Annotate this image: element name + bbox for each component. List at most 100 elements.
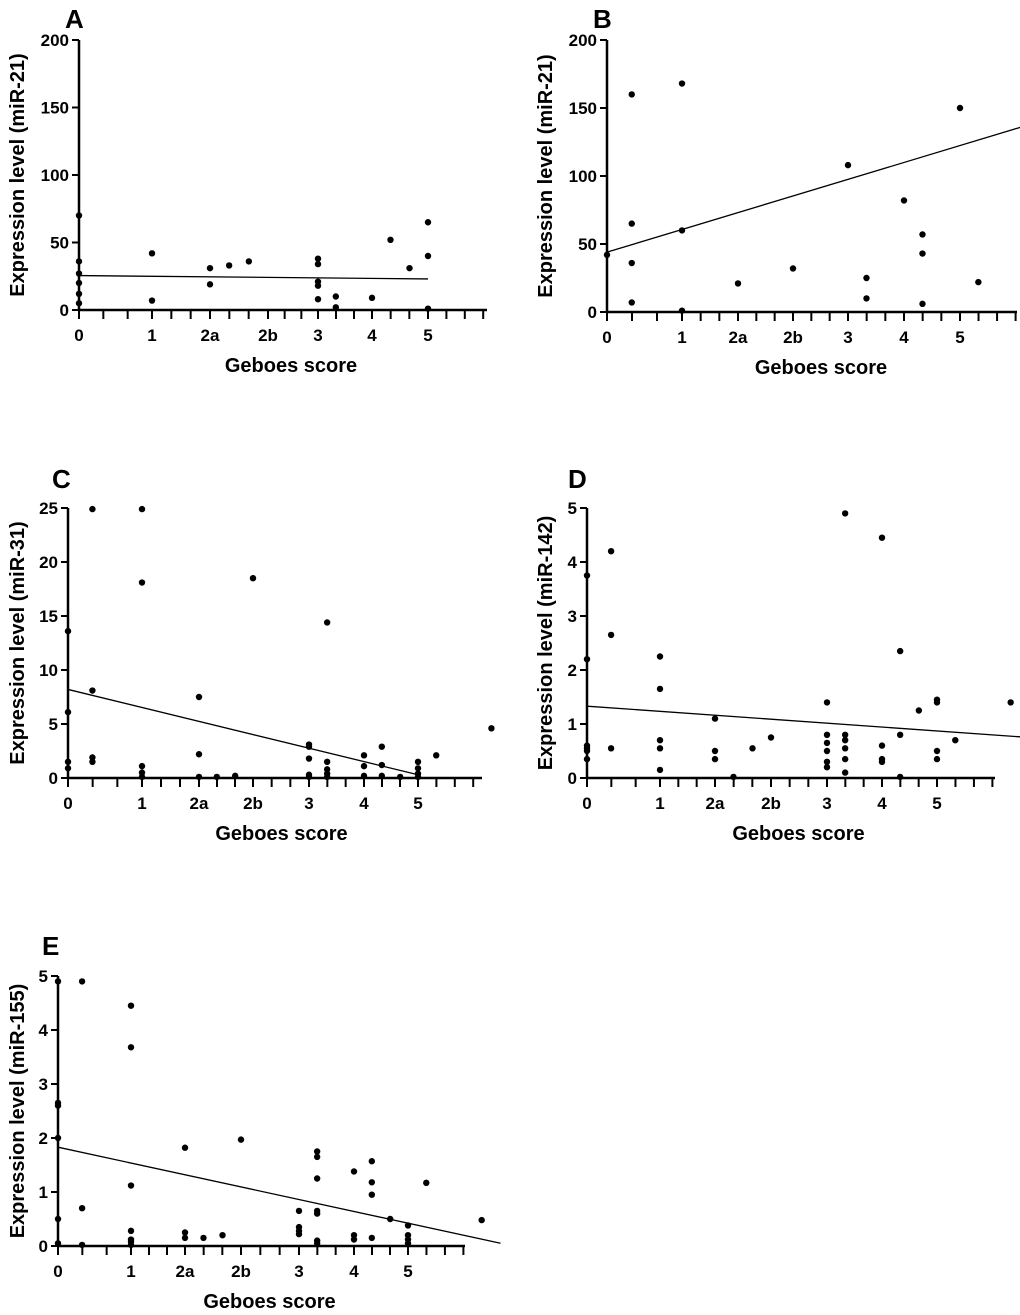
data-point <box>823 747 831 755</box>
data-point <box>387 236 394 243</box>
data-point <box>919 231 926 238</box>
data-point <box>583 747 591 755</box>
data-point <box>360 772 368 780</box>
y-tick-label: 100 <box>569 167 597 186</box>
x-tick-label: 2b <box>783 328 803 347</box>
data-point <box>332 304 340 311</box>
data-point <box>368 1191 376 1198</box>
data-point <box>332 293 340 300</box>
data-point <box>896 731 904 738</box>
data-point <box>678 80 686 87</box>
data-point <box>64 765 72 772</box>
x-axis-title: Geboes score <box>203 1291 335 1313</box>
data-point <box>245 258 253 265</box>
x-axis-title: Geboes score <box>225 355 357 377</box>
data-point <box>64 758 72 765</box>
data-point <box>295 1207 303 1215</box>
x-tick-label: 5 <box>955 328 964 347</box>
data-point <box>789 265 797 272</box>
data-point <box>896 647 904 655</box>
y-tick-label: 2 <box>39 1129 48 1148</box>
y-axis-title: Expression level (miR-155) <box>7 984 29 1239</box>
data-point <box>54 1134 62 1142</box>
data-point <box>368 294 376 302</box>
data-point <box>414 765 422 772</box>
data-point <box>350 1236 358 1243</box>
data-point <box>78 1205 86 1212</box>
data-point <box>841 769 849 776</box>
y-tick-label: 150 <box>41 99 69 118</box>
data-point <box>78 1241 86 1249</box>
x-tick-label: 0 <box>602 328 611 347</box>
x-axis-title: Geboes score <box>755 357 887 379</box>
regression-line <box>586 705 1020 738</box>
data-point <box>404 1240 412 1247</box>
data-point <box>313 1153 321 1161</box>
data-point <box>1007 699 1014 706</box>
data-point <box>656 685 664 693</box>
y-tick-label: 200 <box>569 31 597 50</box>
y-tick-label: 5 <box>568 499 577 518</box>
data-point <box>138 762 146 770</box>
x-tick-label: 5 <box>423 326 432 345</box>
data-point <box>933 747 941 755</box>
y-tick-label: 4 <box>39 1021 49 1040</box>
regression-line <box>67 688 419 776</box>
y-tick-label: 20 <box>39 553 58 572</box>
y-axis-title: Expression level (miR-142) <box>535 516 557 771</box>
data-point <box>54 1102 62 1109</box>
data-point <box>711 715 719 722</box>
data-point <box>844 161 852 169</box>
y-tick-label: 4 <box>568 553 578 572</box>
x-tick-label: 0 <box>63 794 72 813</box>
data-point <box>878 758 886 765</box>
data-point <box>749 745 756 752</box>
y-tick-label: 150 <box>569 99 597 118</box>
data-point <box>295 1230 303 1238</box>
x-tick-label: 1 <box>655 794 664 813</box>
y-tick-label: 50 <box>578 235 597 254</box>
data-point <box>841 745 849 752</box>
x-tick-label: 1 <box>126 1262 135 1281</box>
data-point <box>628 91 635 98</box>
panel-letter: A <box>65 4 84 34</box>
x-tick-label: 1 <box>137 794 146 813</box>
x-tick-label: 3 <box>822 794 831 813</box>
y-axis-title: Expression level (miR-31) <box>7 521 29 764</box>
y-axis-title: Expression level (miR-21) <box>7 53 29 296</box>
chart-panel-c: C 0 5 10 15 20 25 0 1 2a 2b 3 4 5 Geboes score Expressi… <box>7 464 495 845</box>
panel-letter: D <box>568 464 587 494</box>
data-point <box>433 752 440 759</box>
chart-panel-b: B 0 50 100 150 200 0 1 2a 2b 3 4 5 Geboes score Expres… <box>535 4 1020 379</box>
data-point <box>368 1158 376 1165</box>
data-point <box>314 255 322 262</box>
data-point <box>148 297 156 304</box>
y-tick-label: 15 <box>39 607 58 626</box>
data-point <box>583 656 591 663</box>
x-tick-label: 2a <box>201 326 220 345</box>
data-point <box>54 1215 62 1223</box>
data-point <box>919 300 926 308</box>
data-point <box>89 687 96 694</box>
data-point <box>75 290 83 297</box>
data-point <box>314 296 322 303</box>
data-point <box>313 1175 321 1182</box>
data-point <box>181 1229 189 1236</box>
y-tick-label: 0 <box>49 769 58 788</box>
data-point <box>488 725 495 732</box>
data-point <box>952 737 959 744</box>
data-point <box>75 279 83 287</box>
data-point <box>378 761 386 769</box>
data-point <box>386 1215 394 1223</box>
data-point <box>127 1044 135 1051</box>
data-point <box>656 653 664 660</box>
data-point <box>423 1179 430 1187</box>
chart-panel-a: A 0 50 100 150 200 0 1 2a 2b 3 4 5 Geboes score Expres… <box>7 4 487 377</box>
x-tick-label: 0 <box>582 794 591 813</box>
x-tick-label: 5 <box>413 794 422 813</box>
data-point <box>583 755 591 763</box>
data-point <box>127 1241 135 1249</box>
data-point <box>863 295 870 302</box>
data-point <box>896 773 904 781</box>
data-point <box>823 758 831 765</box>
